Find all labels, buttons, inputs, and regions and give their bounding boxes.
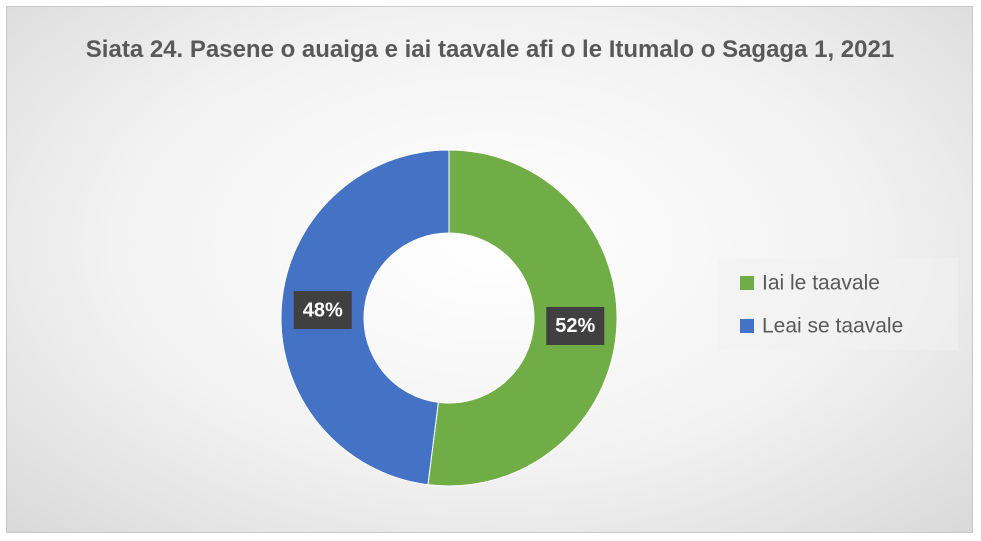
data-label-box [546,306,605,345]
legend-swatch [740,276,754,290]
data-label: 52% [555,315,595,337]
donut-slice [280,149,450,486]
legend-box [718,258,958,350]
data-label: 48% [303,299,343,321]
legend-swatch [740,319,754,333]
donut-slice [427,149,618,487]
legend-label: Leai se taavale [762,315,903,338]
chart-title: Siata 24. Pasene o auaiga e iai taavale … [85,36,895,63]
data-label-box [293,291,352,330]
legend-label: Iai le taavale [762,272,880,295]
